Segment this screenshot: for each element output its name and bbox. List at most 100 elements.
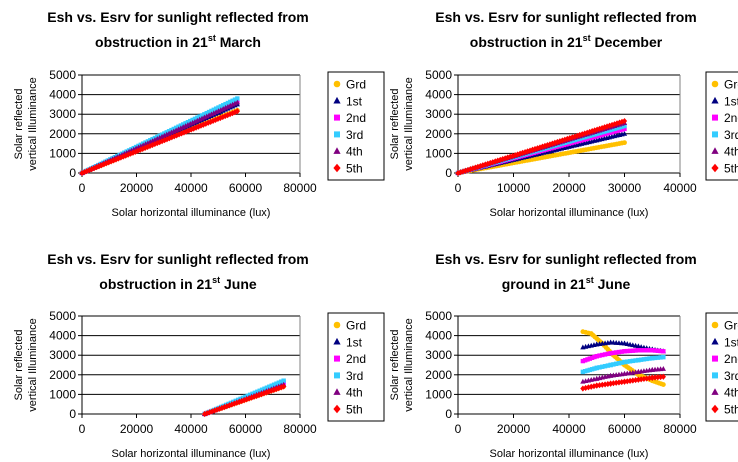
data-point <box>582 134 587 140</box>
data-point <box>235 96 240 101</box>
data-point <box>477 162 484 170</box>
y-tick-label-2: 2000 <box>425 368 452 382</box>
y-tick-label-5: 5000 <box>425 68 452 82</box>
data-point <box>572 133 578 140</box>
legend-marker-2nd <box>712 114 718 121</box>
y-tick-label-4: 4000 <box>425 88 452 102</box>
series-5th <box>455 117 628 177</box>
data-point <box>193 124 199 131</box>
legend-box <box>705 312 738 422</box>
data-point <box>239 398 245 405</box>
data-point <box>169 134 175 141</box>
data-point <box>205 119 211 126</box>
y-axis-label-line2: vertical Illuminance <box>403 77 415 171</box>
data-point <box>147 142 153 150</box>
data-point <box>537 144 543 151</box>
data-point <box>259 387 265 392</box>
legend-label-1st: 1st <box>346 94 363 108</box>
data-point <box>622 126 627 132</box>
chart-panel-4: Esh vs. Esrv for sunlight reflected from… <box>389 251 738 460</box>
data-point <box>81 168 88 176</box>
data-point <box>213 106 219 111</box>
data-point <box>605 351 611 357</box>
x-axis-label: Solar horizontal illuminance (lux) <box>490 448 649 460</box>
data-point <box>274 381 279 386</box>
data-point <box>612 129 617 134</box>
data-point <box>589 128 595 135</box>
data-point <box>281 383 287 390</box>
data-point <box>232 109 238 116</box>
data-point <box>616 349 622 355</box>
data-point <box>224 112 231 119</box>
data-point <box>211 107 216 113</box>
chart-title-superscript: st <box>583 33 591 43</box>
chart-title-line2-text: ground in 21 <box>502 276 586 292</box>
legend-label-2nd: 2nd <box>724 111 738 125</box>
data-point <box>245 393 250 399</box>
legend-marker-1st <box>711 96 719 104</box>
data-point <box>228 99 233 105</box>
data-point <box>587 133 592 138</box>
data-point <box>613 361 619 367</box>
data-point <box>592 354 597 360</box>
data-point <box>271 382 277 387</box>
y-tick-label-0: 0 <box>69 407 76 421</box>
data-point <box>229 110 236 117</box>
data-point <box>616 361 622 366</box>
data-point <box>600 352 605 358</box>
y-tick-label-5: 5000 <box>425 309 452 323</box>
legend-label-3rd: 3rd <box>724 128 738 142</box>
chart-title-line2: obstruction in 21st December <box>470 33 663 50</box>
data-point <box>206 109 212 115</box>
series-5th <box>580 373 666 392</box>
y-tick-label-1: 1000 <box>425 146 452 160</box>
data-point <box>625 348 630 354</box>
x-tick-label-1: 20000 <box>120 181 154 195</box>
y-axis-label-line1: Solar reflected <box>389 89 401 160</box>
data-point <box>621 130 628 136</box>
data-point <box>625 359 630 364</box>
data-point <box>577 136 582 141</box>
y-tick-label-1: 1000 <box>49 387 76 401</box>
data-point <box>622 349 627 354</box>
data-point <box>612 126 617 131</box>
x-axis-label: Solar horizontal illuminance (lux) <box>112 448 271 460</box>
legend-marker-3rd <box>334 372 340 379</box>
data-point <box>638 348 644 353</box>
data-point <box>584 129 590 136</box>
chart-title-line2-suffix: March <box>216 34 261 50</box>
chart-panel-1: Esh vs. Esrv for sunlight reflected from… <box>13 9 385 219</box>
data-point <box>575 137 580 142</box>
data-point <box>592 366 597 371</box>
data-point <box>605 363 611 368</box>
x-tick-label-4: 80000 <box>663 422 697 436</box>
x-tick-label-0: 0 <box>79 181 86 195</box>
data-point <box>638 357 644 362</box>
data-point <box>159 138 165 145</box>
data-point <box>140 145 146 152</box>
y-tick-label-2: 2000 <box>49 127 76 141</box>
legend-marker-1st <box>711 337 719 345</box>
legend-marker-2nd <box>712 355 718 362</box>
data-point <box>600 364 605 369</box>
data-point <box>614 128 620 134</box>
data-point <box>636 348 641 353</box>
data-point <box>96 163 102 170</box>
data-point <box>218 104 224 109</box>
data-point <box>252 390 258 395</box>
data-point <box>580 135 585 141</box>
legend-label-Grd: Grd <box>724 78 738 92</box>
y-tick-label-5: 5000 <box>49 309 76 323</box>
data-point <box>257 388 262 393</box>
x-tick-label-3: 30000 <box>608 181 642 195</box>
data-point <box>633 358 638 363</box>
series-5th <box>201 383 287 418</box>
data-point <box>519 149 526 156</box>
data-point <box>613 350 619 355</box>
y-tick-label-4: 4000 <box>49 88 76 102</box>
legend-marker-2nd <box>334 355 340 362</box>
data-point <box>562 136 568 143</box>
data-point <box>608 362 613 368</box>
data-point <box>529 146 536 153</box>
